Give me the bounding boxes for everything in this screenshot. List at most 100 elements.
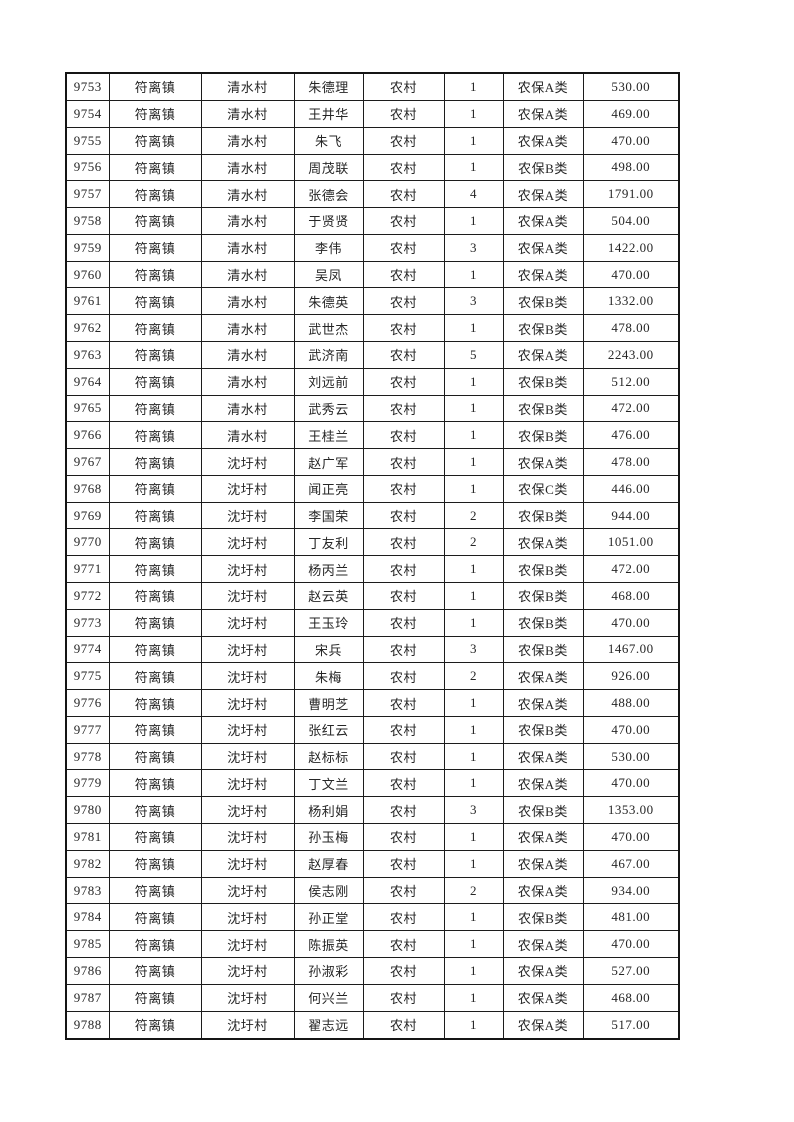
cell-insurance-class: 农保C类 <box>502 474 584 503</box>
cell-person-count: 1 <box>443 260 504 289</box>
cell-area-type: 农村 <box>362 394 445 423</box>
cell-serial-number: 9781 <box>65 823 110 851</box>
cell-town: 符离镇 <box>108 823 202 851</box>
cell-person-name: 朱德理 <box>293 72 364 101</box>
cell-person-count: 1 <box>443 153 504 182</box>
cell-insurance-class: 农保A类 <box>502 207 584 235</box>
cell-person-name: 孙淑彩 <box>293 956 364 985</box>
cell-village: 沈圩村 <box>200 448 295 476</box>
cell-amount: 470.00 <box>582 260 680 289</box>
cell-serial-number: 9786 <box>65 956 110 985</box>
cell-insurance-class: 农保A类 <box>502 260 584 289</box>
cell-serial-number: 9760 <box>65 260 110 289</box>
cell-person-count: 2 <box>443 501 504 530</box>
cell-town: 符离镇 <box>108 582 202 610</box>
table-row: 9764 符离镇 清水村 刘远前 农村 1 农保B类 512.00 <box>65 367 680 396</box>
table-row: 9765 符离镇 清水村 武秀云 农村 1 农保B类 472.00 <box>65 394 680 423</box>
cell-serial-number: 9767 <box>65 448 110 476</box>
cell-area-type: 农村 <box>362 233 445 262</box>
cell-insurance-class: 农保A类 <box>502 233 584 262</box>
table-row: 9761 符离镇 清水村 朱德英 农村 3 农保B类 1332.00 <box>65 287 680 316</box>
cell-person-name: 杨利娟 <box>293 796 364 825</box>
cell-village: 清水村 <box>200 394 295 423</box>
cell-area-type: 农村 <box>362 582 445 610</box>
cell-town: 符离镇 <box>108 260 202 289</box>
cell-area-type: 农村 <box>362 207 445 235</box>
cell-person-name: 武济南 <box>293 340 364 369</box>
cell-area-type: 农村 <box>362 72 445 101</box>
cell-person-count: 3 <box>443 287 504 316</box>
cell-village: 清水村 <box>200 421 295 450</box>
cell-area-type: 农村 <box>362 1010 445 1040</box>
cell-serial-number: 9770 <box>65 528 110 557</box>
cell-person-count: 1 <box>443 689 504 717</box>
cell-area-type: 农村 <box>362 608 445 637</box>
cell-town: 符离镇 <box>108 153 202 182</box>
cell-person-name: 刘远前 <box>293 367 364 396</box>
cell-amount: 478.00 <box>582 448 680 476</box>
table-row: 9776 符离镇 沈圩村 曹明芝 农村 1 农保A类 488.00 <box>65 689 680 717</box>
cell-village: 清水村 <box>200 340 295 369</box>
cell-area-type: 农村 <box>362 367 445 396</box>
cell-village: 清水村 <box>200 153 295 182</box>
table-row: 9787 符离镇 沈圩村 何兴兰 农村 1 农保A类 468.00 <box>65 983 680 1012</box>
cell-area-type: 农村 <box>362 126 445 155</box>
cell-town: 符离镇 <box>108 555 202 584</box>
cell-town: 符离镇 <box>108 983 202 1012</box>
cell-insurance-class: 农保B类 <box>502 153 584 182</box>
cell-serial-number: 9758 <box>65 207 110 235</box>
cell-amount: 469.00 <box>582 99 680 128</box>
cell-serial-number: 9778 <box>65 742 110 771</box>
cell-person-name: 周茂联 <box>293 153 364 182</box>
table-row: 9755 符离镇 清水村 朱飞 农村 1 农保A类 470.00 <box>65 126 680 155</box>
cell-person-count: 1 <box>443 930 504 958</box>
cell-person-count: 1 <box>443 421 504 450</box>
cell-village: 沈圩村 <box>200 956 295 985</box>
cell-person-name: 王桂兰 <box>293 421 364 450</box>
cell-village: 沈圩村 <box>200 1010 295 1040</box>
cell-person-count: 1 <box>443 448 504 476</box>
cell-insurance-class: 农保B类 <box>502 394 584 423</box>
cell-town: 符离镇 <box>108 233 202 262</box>
cell-person-name: 吴凤 <box>293 260 364 289</box>
cell-person-name: 朱梅 <box>293 662 364 691</box>
cell-person-count: 1 <box>443 715 504 744</box>
cell-town: 符离镇 <box>108 876 202 905</box>
cell-serial-number: 9762 <box>65 314 110 342</box>
cell-person-count: 4 <box>443 180 504 209</box>
cell-amount: 2243.00 <box>582 340 680 369</box>
table-row: 9754 符离镇 清水村 王井华 农村 1 农保A类 469.00 <box>65 99 680 128</box>
cell-amount: 498.00 <box>582 153 680 182</box>
cell-amount: 472.00 <box>582 555 680 584</box>
cell-serial-number: 9788 <box>65 1010 110 1040</box>
table-row: 9778 符离镇 沈圩村 赵标标 农村 1 农保A类 530.00 <box>65 742 680 771</box>
cell-area-type: 农村 <box>362 555 445 584</box>
cell-town: 符离镇 <box>108 1010 202 1040</box>
table-row: 9777 符离镇 沈圩村 张红云 农村 1 农保B类 470.00 <box>65 715 680 744</box>
cell-area-type: 农村 <box>362 903 445 932</box>
cell-town: 符离镇 <box>108 448 202 476</box>
cell-village: 沈圩村 <box>200 983 295 1012</box>
cell-person-name: 张红云 <box>293 715 364 744</box>
cell-serial-number: 9763 <box>65 340 110 369</box>
cell-town: 符离镇 <box>108 849 202 878</box>
cell-amount: 1467.00 <box>582 635 680 664</box>
cell-village: 清水村 <box>200 126 295 155</box>
cell-amount: 446.00 <box>582 474 680 503</box>
cell-village: 清水村 <box>200 367 295 396</box>
cell-insurance-class: 农保A类 <box>502 180 584 209</box>
cell-amount: 467.00 <box>582 849 680 878</box>
cell-person-name: 李伟 <box>293 233 364 262</box>
cell-serial-number: 9772 <box>65 582 110 610</box>
table-row: 9760 符离镇 清水村 吴凤 农村 1 农保A类 470.00 <box>65 260 680 289</box>
cell-town: 符离镇 <box>108 528 202 557</box>
table-row: 9769 符离镇 沈圩村 李国荣 农村 2 农保B类 944.00 <box>65 501 680 530</box>
cell-area-type: 农村 <box>362 849 445 878</box>
cell-town: 符离镇 <box>108 608 202 637</box>
cell-amount: 504.00 <box>582 207 680 235</box>
cell-village: 沈圩村 <box>200 903 295 932</box>
cell-person-count: 3 <box>443 233 504 262</box>
table-row: 9774 符离镇 沈圩村 宋兵 农村 3 农保B类 1467.00 <box>65 635 680 664</box>
cell-person-count: 1 <box>443 72 504 101</box>
cell-insurance-class: 农保B类 <box>502 555 584 584</box>
